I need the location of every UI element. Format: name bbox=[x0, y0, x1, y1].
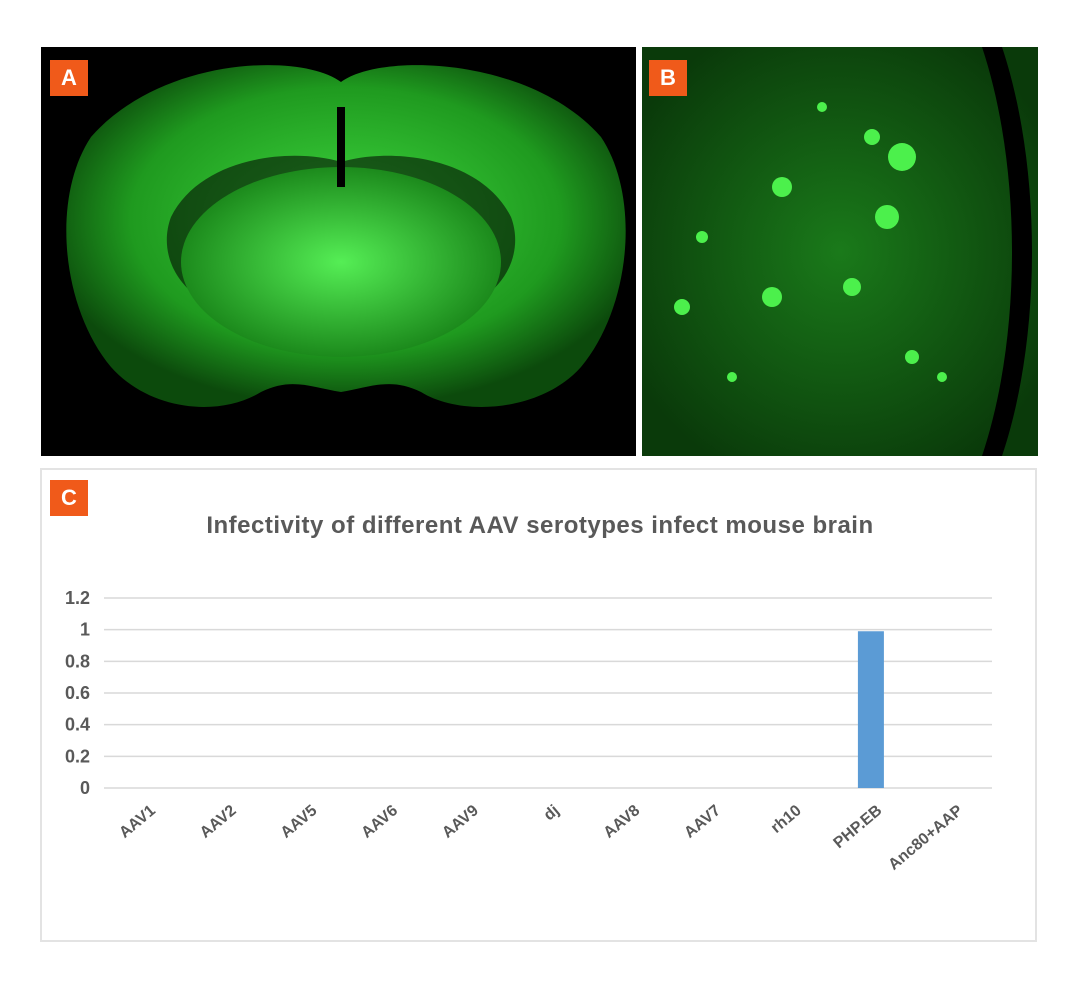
bar-php-eb bbox=[857, 631, 884, 788]
brain-coronal-fluorescence bbox=[66, 65, 626, 407]
x-tick-label: Anc80+AAP bbox=[885, 802, 966, 874]
x-tick-label: AAV2 bbox=[197, 802, 240, 842]
panel-c-chart-frame: C bbox=[40, 468, 1037, 942]
x-tick-label: dj bbox=[541, 802, 563, 824]
x-tick-label: PHP.EB bbox=[830, 802, 885, 852]
x-tick-label: rh10 bbox=[768, 802, 805, 837]
x-tick-label: AAV5 bbox=[278, 802, 321, 842]
y-tick-label: 1 bbox=[80, 620, 90, 640]
x-tick-label: AAV7 bbox=[681, 802, 724, 842]
x-tick-label: AAV9 bbox=[439, 802, 482, 842]
brain-region-fluorescence bbox=[642, 47, 1038, 456]
x-tick-label: AAV8 bbox=[601, 802, 644, 842]
panel-a-brain-section-image: A bbox=[41, 47, 636, 456]
y-tick-label: 0.8 bbox=[65, 651, 90, 671]
panel-c-label: C bbox=[50, 480, 88, 516]
panel-a-label: A bbox=[50, 60, 88, 96]
y-tick-label: 1.2 bbox=[65, 588, 90, 608]
y-tick-label: 0.2 bbox=[65, 746, 90, 766]
panel-b-label: B bbox=[649, 60, 687, 96]
y-tick-label: 0.6 bbox=[65, 683, 90, 703]
x-tick-label: AAV6 bbox=[358, 802, 401, 842]
y-tick-label: 0 bbox=[80, 778, 90, 798]
x-tick-label: AAV1 bbox=[116, 802, 159, 842]
chart-title: Infectivity of different AAV serotypes i… bbox=[206, 512, 874, 539]
y-tick-label: 0.4 bbox=[65, 715, 90, 735]
panel-b-zoomed-fluorescence-image: B bbox=[642, 47, 1038, 456]
